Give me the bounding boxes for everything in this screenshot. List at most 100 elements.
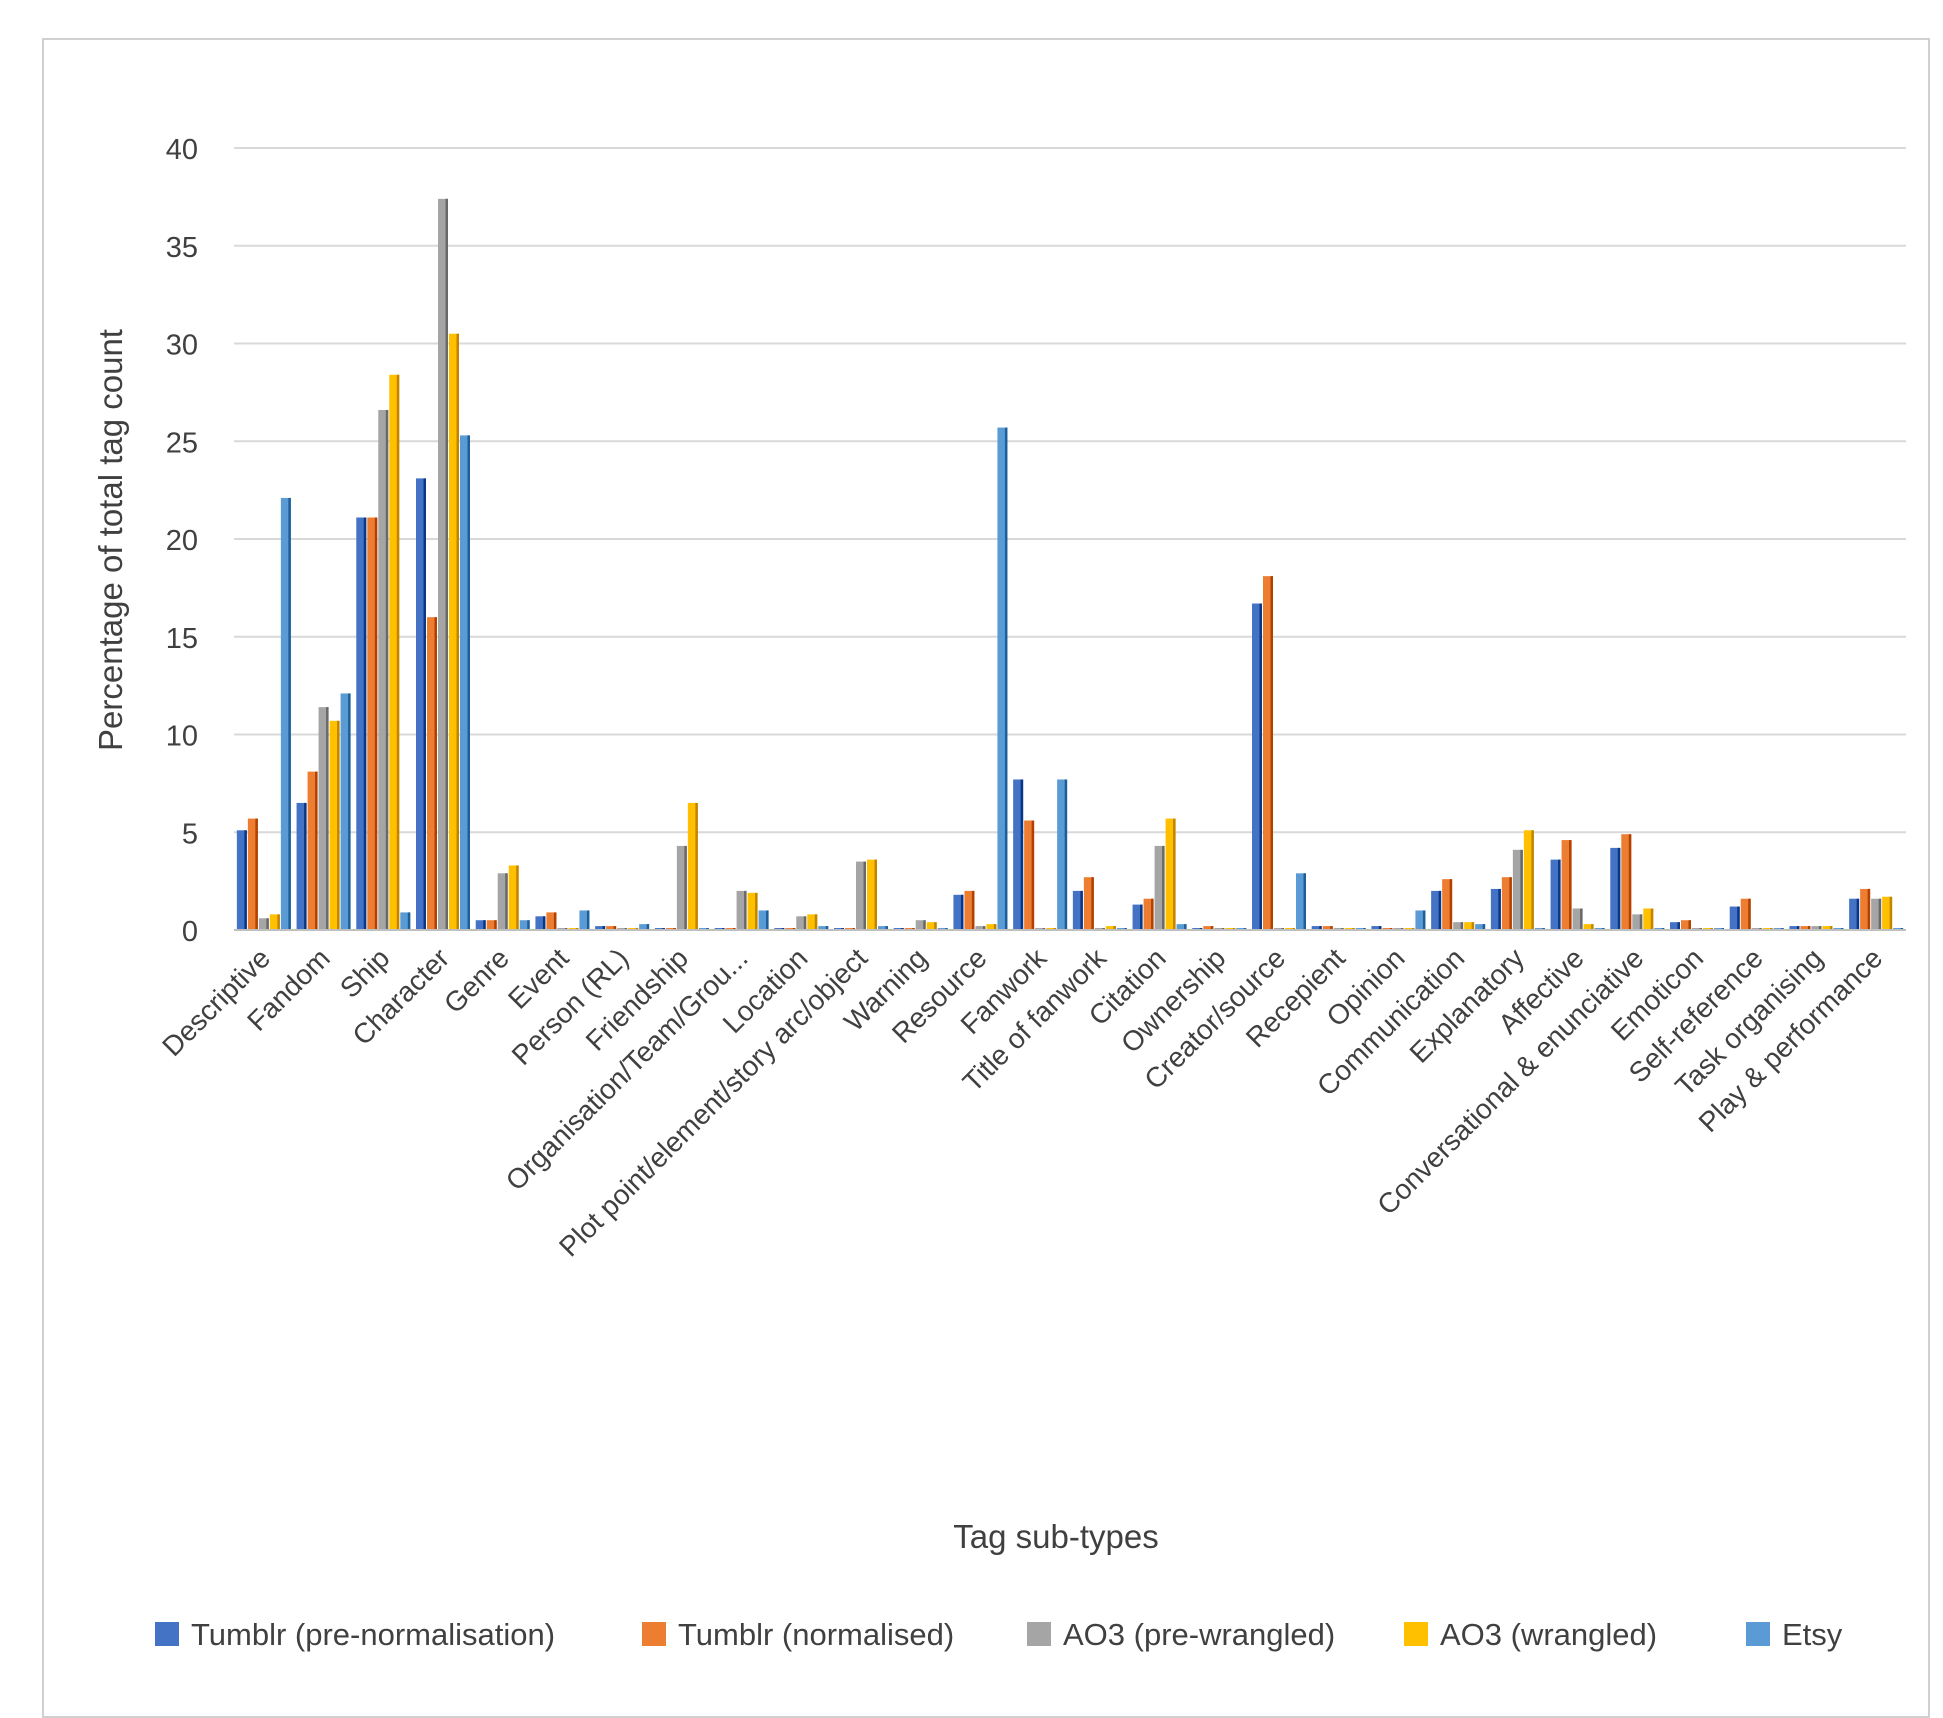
bar-2-1 bbox=[247, 818, 258, 930]
bar-5-18 bbox=[1296, 873, 1306, 930]
bar-3-12 bbox=[915, 920, 926, 930]
bar-1-14 bbox=[1013, 779, 1024, 930]
bar-1-26 bbox=[1729, 906, 1740, 930]
y-tick-label: 20 bbox=[166, 525, 198, 557]
legend-swatch bbox=[1404, 1622, 1428, 1646]
bar-3-21 bbox=[1453, 922, 1464, 930]
y-tick-label: 30 bbox=[166, 330, 198, 362]
bar-1-28 bbox=[1849, 898, 1860, 930]
legend: Tumblr (pre-normalisation) Tumblr (normal… bbox=[155, 1617, 1843, 1652]
legend-swatch bbox=[155, 1622, 179, 1646]
y-tick-label: 0 bbox=[182, 916, 198, 948]
bar-1-27 bbox=[1789, 926, 1800, 930]
bar-3-22 bbox=[1512, 849, 1523, 930]
bar-1-20 bbox=[1371, 926, 1382, 930]
bar-1-23 bbox=[1550, 859, 1561, 930]
bar-2-13 bbox=[964, 890, 975, 930]
bar-3-27 bbox=[1811, 926, 1822, 930]
bar-4-9 bbox=[747, 892, 758, 930]
bar-2-2 bbox=[307, 771, 318, 930]
bar-4-3 bbox=[389, 374, 400, 930]
bar-5-5 bbox=[519, 920, 530, 930]
bar-5-20 bbox=[1415, 910, 1426, 930]
bar-3-11 bbox=[856, 861, 866, 930]
bar-2-15 bbox=[1083, 877, 1094, 930]
bar-5-10 bbox=[818, 926, 829, 930]
bar-4-16 bbox=[1165, 818, 1176, 930]
y-axis-title: Percentage of total tag count bbox=[92, 329, 129, 751]
bars bbox=[236, 198, 1904, 931]
bar-chart: 0 5 10 15 20 25 30 35 40 DescriptiveFandomShipCh… bbox=[92, 134, 1906, 1652]
bar-1-16 bbox=[1132, 904, 1143, 930]
y-tick-label: 35 bbox=[166, 232, 198, 264]
legend-label: AO3 (pre-wrangled) bbox=[1063, 1617, 1335, 1652]
legend-swatch bbox=[1746, 1622, 1770, 1646]
bar-5-6 bbox=[579, 910, 590, 930]
bar-3-4 bbox=[438, 198, 448, 930]
y-axis-ticks: 0 5 10 15 20 25 30 35 40 bbox=[166, 134, 198, 948]
legend-label: Tumblr (normalised) bbox=[678, 1617, 954, 1652]
bar-3-13 bbox=[975, 926, 986, 930]
bar-1-22 bbox=[1490, 888, 1501, 930]
bar-4-24 bbox=[1643, 908, 1654, 930]
bar-2-7 bbox=[606, 926, 617, 930]
legend-label: Etsy bbox=[1782, 1617, 1843, 1652]
bar-4-5 bbox=[508, 865, 519, 930]
legend-swatch bbox=[642, 1622, 666, 1646]
bar-5-4 bbox=[460, 435, 470, 930]
bar-5-13 bbox=[997, 427, 1008, 930]
bar-4-8 bbox=[687, 802, 698, 930]
bar-1-5 bbox=[475, 920, 486, 930]
bar-4-4 bbox=[449, 333, 459, 931]
legend-item: AO3 (wrangled) bbox=[1404, 1617, 1657, 1652]
bar-5-7 bbox=[639, 924, 650, 930]
y-tick-label: 40 bbox=[166, 134, 198, 166]
bar-2-27 bbox=[1800, 926, 1811, 930]
legend-item: AO3 (pre-wrangled) bbox=[1027, 1617, 1335, 1652]
bar-2-19 bbox=[1322, 926, 1333, 930]
y-tick-label: 15 bbox=[166, 623, 198, 655]
bar-4-28 bbox=[1882, 896, 1893, 930]
bar-4-12 bbox=[926, 922, 937, 930]
bar-1-15 bbox=[1072, 890, 1083, 930]
bar-2-4 bbox=[427, 617, 437, 930]
legend-item: Tumblr (normalised) bbox=[642, 1617, 954, 1652]
bar-3-16 bbox=[1154, 845, 1165, 930]
bar-2-17 bbox=[1203, 926, 1214, 930]
bar-2-3 bbox=[367, 517, 378, 930]
bar-1-24 bbox=[1610, 847, 1621, 930]
bar-3-8 bbox=[676, 845, 687, 930]
bar-5-9 bbox=[758, 910, 769, 930]
bar-2-21 bbox=[1442, 879, 1453, 930]
bar-4-15 bbox=[1105, 926, 1116, 930]
bar-3-9 bbox=[736, 890, 747, 930]
legend-label: AO3 (wrangled) bbox=[1440, 1617, 1657, 1652]
bar-5-16 bbox=[1176, 924, 1187, 930]
bar-4-11 bbox=[867, 859, 877, 930]
bar-5-11 bbox=[878, 926, 888, 930]
bar-5-3 bbox=[400, 912, 411, 930]
bar-3-23 bbox=[1572, 908, 1583, 930]
bar-2-5 bbox=[486, 920, 497, 930]
bar-3-2 bbox=[318, 707, 329, 930]
bar-2-23 bbox=[1561, 840, 1572, 930]
bar-2-22 bbox=[1501, 877, 1512, 930]
bar-5-14 bbox=[1057, 779, 1068, 930]
bar-1-2 bbox=[296, 802, 307, 930]
y-tick-label: 5 bbox=[182, 818, 198, 850]
bar-1-3 bbox=[356, 517, 367, 930]
bar-1-21 bbox=[1431, 890, 1442, 930]
bar-1-19 bbox=[1311, 926, 1322, 930]
x-axis-category-labels: DescriptiveFandomShipCharacterGenreEvent… bbox=[156, 942, 1888, 1263]
y-tick-label: 10 bbox=[166, 721, 198, 753]
bar-4-21 bbox=[1464, 922, 1475, 930]
bar-1-4 bbox=[416, 478, 426, 930]
bar-2-6 bbox=[546, 912, 557, 930]
bar-2-16 bbox=[1143, 898, 1154, 930]
bar-3-24 bbox=[1632, 914, 1643, 930]
y-tick-label: 25 bbox=[166, 427, 198, 459]
legend-swatch bbox=[1027, 1622, 1051, 1646]
bar-5-2 bbox=[340, 693, 351, 930]
bar-4-10 bbox=[807, 914, 818, 930]
bar-2-18 bbox=[1263, 576, 1273, 930]
